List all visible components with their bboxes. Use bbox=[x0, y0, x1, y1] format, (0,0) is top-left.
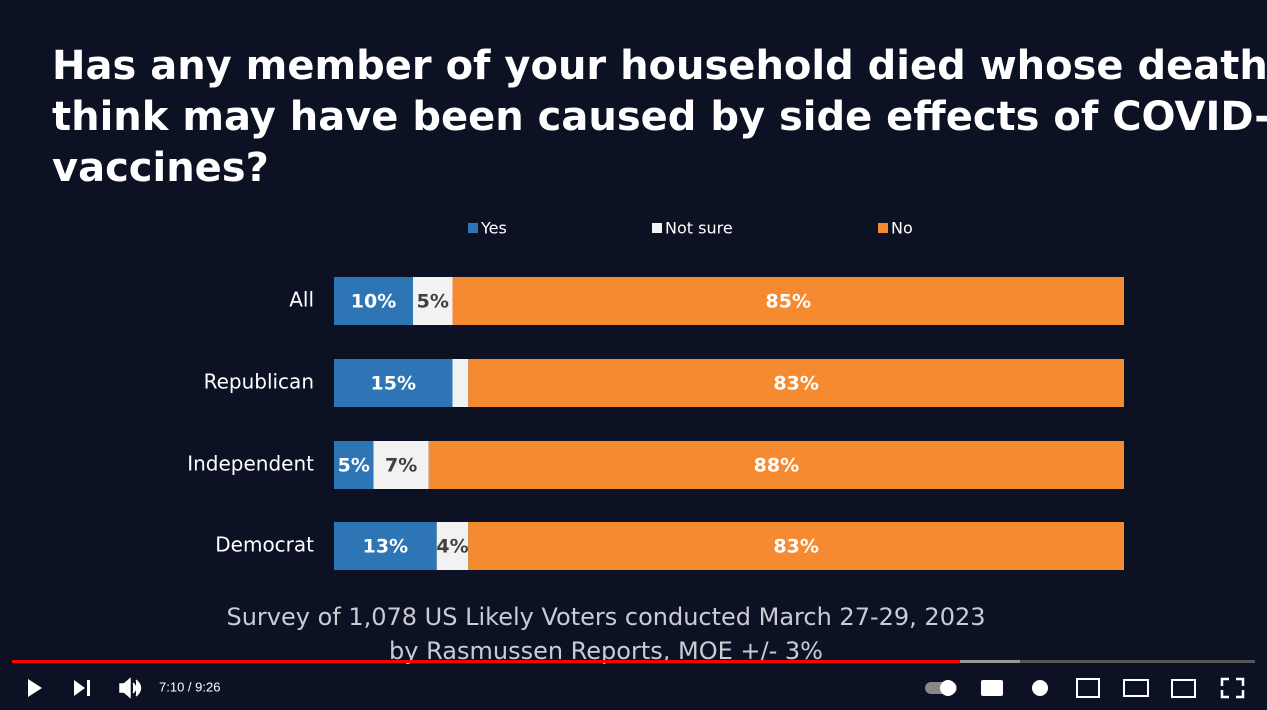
value-label: 5% bbox=[417, 291, 449, 313]
value-label: 5% bbox=[338, 455, 370, 477]
value-label: 15% bbox=[371, 373, 416, 395]
settings-button[interactable] bbox=[1032, 680, 1048, 696]
source-note: Survey of 1,078 US Likely Voters conduct… bbox=[226, 603, 985, 631]
autoplay-knob bbox=[940, 680, 956, 696]
value-label: 7% bbox=[385, 455, 417, 477]
value-label: 85% bbox=[766, 291, 811, 313]
chart-title: think may have been caused by side effec… bbox=[52, 94, 1267, 140]
bar-segment bbox=[334, 441, 374, 489]
category-label: Independent bbox=[187, 452, 314, 476]
theater-button[interactable] bbox=[1123, 679, 1149, 697]
value-label: 83% bbox=[773, 373, 818, 395]
legend-swatch bbox=[468, 223, 478, 233]
bar-segment bbox=[413, 277, 453, 325]
bar-segment bbox=[468, 359, 1124, 407]
play-button[interactable] bbox=[28, 679, 42, 697]
bar-segment bbox=[468, 522, 1124, 570]
legend-swatch bbox=[652, 223, 662, 233]
bar-segment bbox=[334, 277, 413, 325]
value-label: 88% bbox=[754, 455, 799, 477]
miniplayer-button[interactable] bbox=[1076, 678, 1100, 698]
bar-segment bbox=[334, 522, 437, 570]
bar-segment bbox=[373, 441, 429, 489]
category-label: Democrat bbox=[215, 533, 314, 557]
value-label: 83% bbox=[773, 536, 818, 558]
value-label: 10% bbox=[351, 291, 396, 313]
chart-title: vaccines? bbox=[52, 145, 269, 191]
value-label: 13% bbox=[363, 536, 408, 558]
bar-segment bbox=[428, 441, 1124, 489]
chart-title: Has any member of your household died wh… bbox=[52, 43, 1267, 89]
controls bbox=[28, 677, 1245, 699]
next-button[interactable] bbox=[74, 680, 90, 696]
progress-buffer bbox=[960, 660, 1020, 663]
legend-label: No bbox=[891, 219, 913, 238]
cast-button[interactable] bbox=[1171, 679, 1196, 698]
cc-button[interactable] bbox=[981, 680, 1003, 696]
fullscreen-button[interactable] bbox=[1220, 677, 1245, 699]
bar-segment bbox=[436, 522, 469, 570]
value-label: 4% bbox=[436, 536, 468, 558]
legend-swatch bbox=[878, 223, 888, 233]
volume-button[interactable] bbox=[119, 677, 142, 699]
legend-label: Not sure bbox=[665, 219, 733, 238]
time-display: 7:10 / 9:26 bbox=[159, 679, 220, 694]
progress-played bbox=[12, 660, 960, 663]
bar-segment bbox=[334, 359, 453, 407]
category-label: Republican bbox=[204, 370, 314, 394]
bar-segment bbox=[452, 277, 1124, 325]
category-label: All bbox=[289, 288, 314, 312]
legend-label: Yes bbox=[480, 219, 507, 238]
bar-segment bbox=[452, 359, 469, 407]
